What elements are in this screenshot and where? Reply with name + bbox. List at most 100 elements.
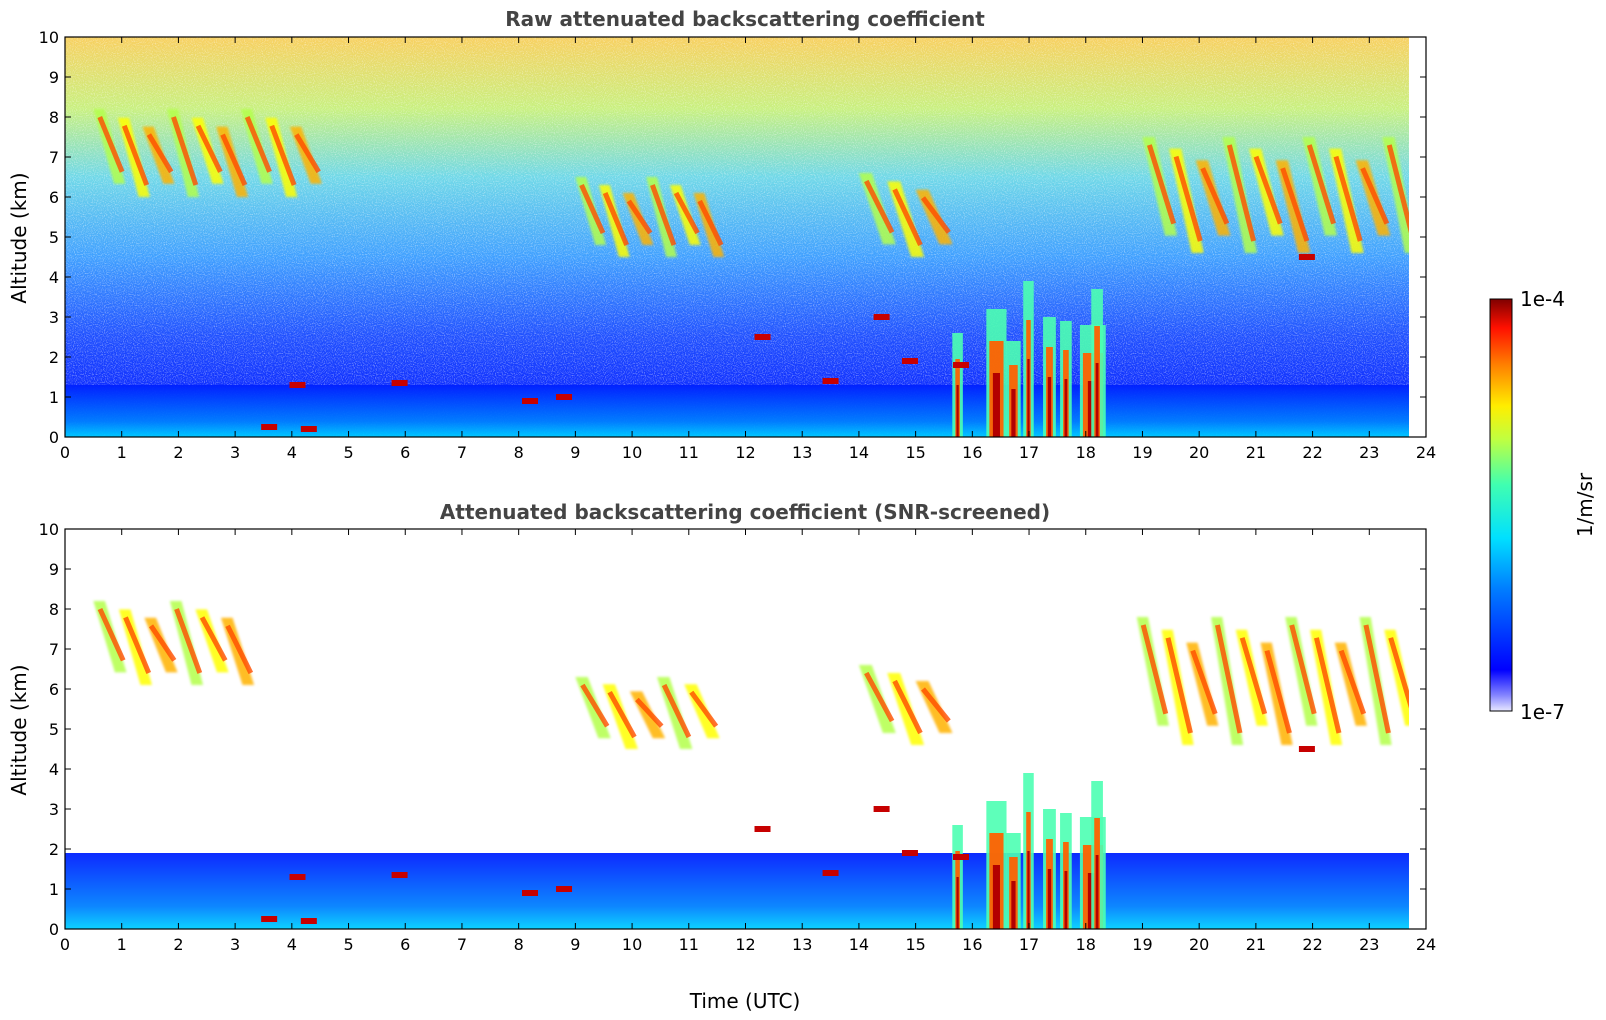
x-tick-label: 1 — [117, 443, 127, 462]
x-tick-label: 20 — [1189, 443, 1209, 462]
heatmap-field — [65, 601, 1409, 929]
cirrus-core — [97, 116, 125, 173]
cloud-blip — [901, 358, 918, 364]
y-tick-label: 4 — [49, 760, 59, 779]
y-tick-label: 10 — [39, 28, 59, 47]
cirrus-core — [123, 616, 152, 674]
plot-area — [65, 37, 1409, 437]
x-tick-label: 21 — [1246, 443, 1266, 462]
cirrus-core — [626, 199, 653, 235]
cloud-blip — [289, 874, 306, 880]
y-tick-label: 4 — [49, 268, 59, 287]
y-tick-label: 3 — [49, 800, 59, 819]
cirrus-core — [244, 116, 272, 173]
cirrus-core — [294, 133, 321, 174]
x-tick-label: 16 — [962, 935, 982, 954]
cloud-blip — [391, 872, 408, 878]
y-tick-label: 5 — [49, 720, 59, 739]
x-tick-label: 10 — [622, 935, 642, 954]
y-tick-label: 8 — [49, 600, 59, 619]
x-tick-label: 6 — [400, 443, 410, 462]
cirrus-core — [220, 133, 248, 187]
x-tick-label: 1 — [117, 935, 127, 954]
panel-snr-screened: Attenuated backscattering coefficient (S… — [7, 500, 1436, 1013]
cirrus-core — [1190, 649, 1218, 715]
colorbar-min-label: 1e-7 — [1520, 700, 1565, 724]
precip-core — [1011, 881, 1016, 929]
y-axis-label: Altitude (km) — [7, 172, 31, 303]
cirrus-core — [697, 199, 724, 247]
y-tick-label: 9 — [49, 560, 59, 579]
cirrus-core — [1215, 624, 1243, 734]
cirrus-core — [661, 683, 692, 739]
cirrus-core — [602, 192, 629, 246]
cirrus-core — [199, 616, 228, 662]
x-tick-label: 21 — [1246, 935, 1266, 954]
cirrus-core — [1363, 624, 1391, 734]
colorbar-max-label: 1e-4 — [1520, 287, 1565, 311]
cirrus-core — [689, 690, 719, 728]
x-tick-label: 7 — [457, 443, 467, 462]
cloud-blip — [556, 886, 573, 892]
cloud-blip — [289, 382, 306, 388]
x-tick-label: 19 — [1132, 935, 1152, 954]
colorbar: 1e-4 1e-7 1/m/sr — [1489, 287, 1597, 724]
cirrus-core — [579, 183, 606, 235]
x-tick-label: 11 — [679, 935, 699, 954]
cirrus-core — [921, 687, 951, 723]
cloud-blip — [822, 378, 839, 384]
cirrus-core — [148, 624, 177, 662]
cirrus-core — [1140, 624, 1169, 715]
y-tick-label: 7 — [49, 148, 59, 167]
x-tick-label: 11 — [679, 443, 699, 462]
cirrus-core — [1264, 649, 1292, 734]
noise-overlay — [65, 37, 1409, 437]
precip-core — [1027, 359, 1030, 437]
y-tick-label: 0 — [49, 920, 59, 939]
precip-core — [1047, 869, 1052, 929]
cloud-blip — [522, 398, 539, 404]
y-tick-label: 7 — [49, 640, 59, 659]
cloud-blip — [391, 380, 408, 386]
cirrus-streak — [684, 684, 720, 739]
cloud-blip — [873, 806, 890, 812]
cloud-blip — [1298, 746, 1315, 752]
cirrus-streak — [1382, 137, 1409, 253]
cirrus-core — [892, 188, 923, 247]
cirrus-core — [1306, 144, 1336, 225]
chart-title: Raw attenuated backscattering coefficien… — [505, 7, 985, 31]
cirrus-core — [1280, 167, 1310, 242]
x-tick-label: 14 — [849, 443, 869, 462]
cloud-blip — [300, 426, 317, 432]
cloud-blip — [822, 870, 839, 876]
x-tick-label: 18 — [1076, 443, 1096, 462]
cirrus-core — [195, 124, 223, 173]
cirrus-core — [1200, 167, 1230, 225]
x-tick-label: 24 — [1416, 443, 1436, 462]
cirrus-core — [920, 196, 951, 234]
y-tick-label: 6 — [49, 188, 59, 207]
precip-core — [1027, 851, 1030, 929]
x-tick-label: 19 — [1132, 443, 1152, 462]
x-tick-label: 20 — [1189, 935, 1209, 954]
x-tick-label: 15 — [905, 443, 925, 462]
x-tick-label: 17 — [1019, 935, 1039, 954]
x-tick-label: 2 — [173, 443, 183, 462]
precip-core — [956, 385, 959, 437]
y-tick-label: 2 — [49, 348, 59, 367]
cirrus-core — [1289, 624, 1317, 715]
cirrus-core — [225, 624, 254, 675]
y-tick-label: 9 — [49, 68, 59, 87]
x-tick-label: 22 — [1302, 935, 1322, 954]
plot-area — [65, 601, 1409, 929]
cirrus-core — [1173, 155, 1203, 242]
cloud-blip — [952, 854, 969, 860]
colorbar-gradient — [1489, 298, 1513, 712]
heatmap-field — [65, 37, 1409, 437]
precip-core — [1047, 377, 1052, 437]
cloud-blip — [873, 314, 890, 320]
y-tick-label: 6 — [49, 680, 59, 699]
cirrus-core — [580, 683, 610, 728]
axes: 0 1 2 3 4 5 6 7 8 9 10 11 12 13 14 15 16 17 18 19 20 21 22 23 24… — [39, 520, 1437, 954]
